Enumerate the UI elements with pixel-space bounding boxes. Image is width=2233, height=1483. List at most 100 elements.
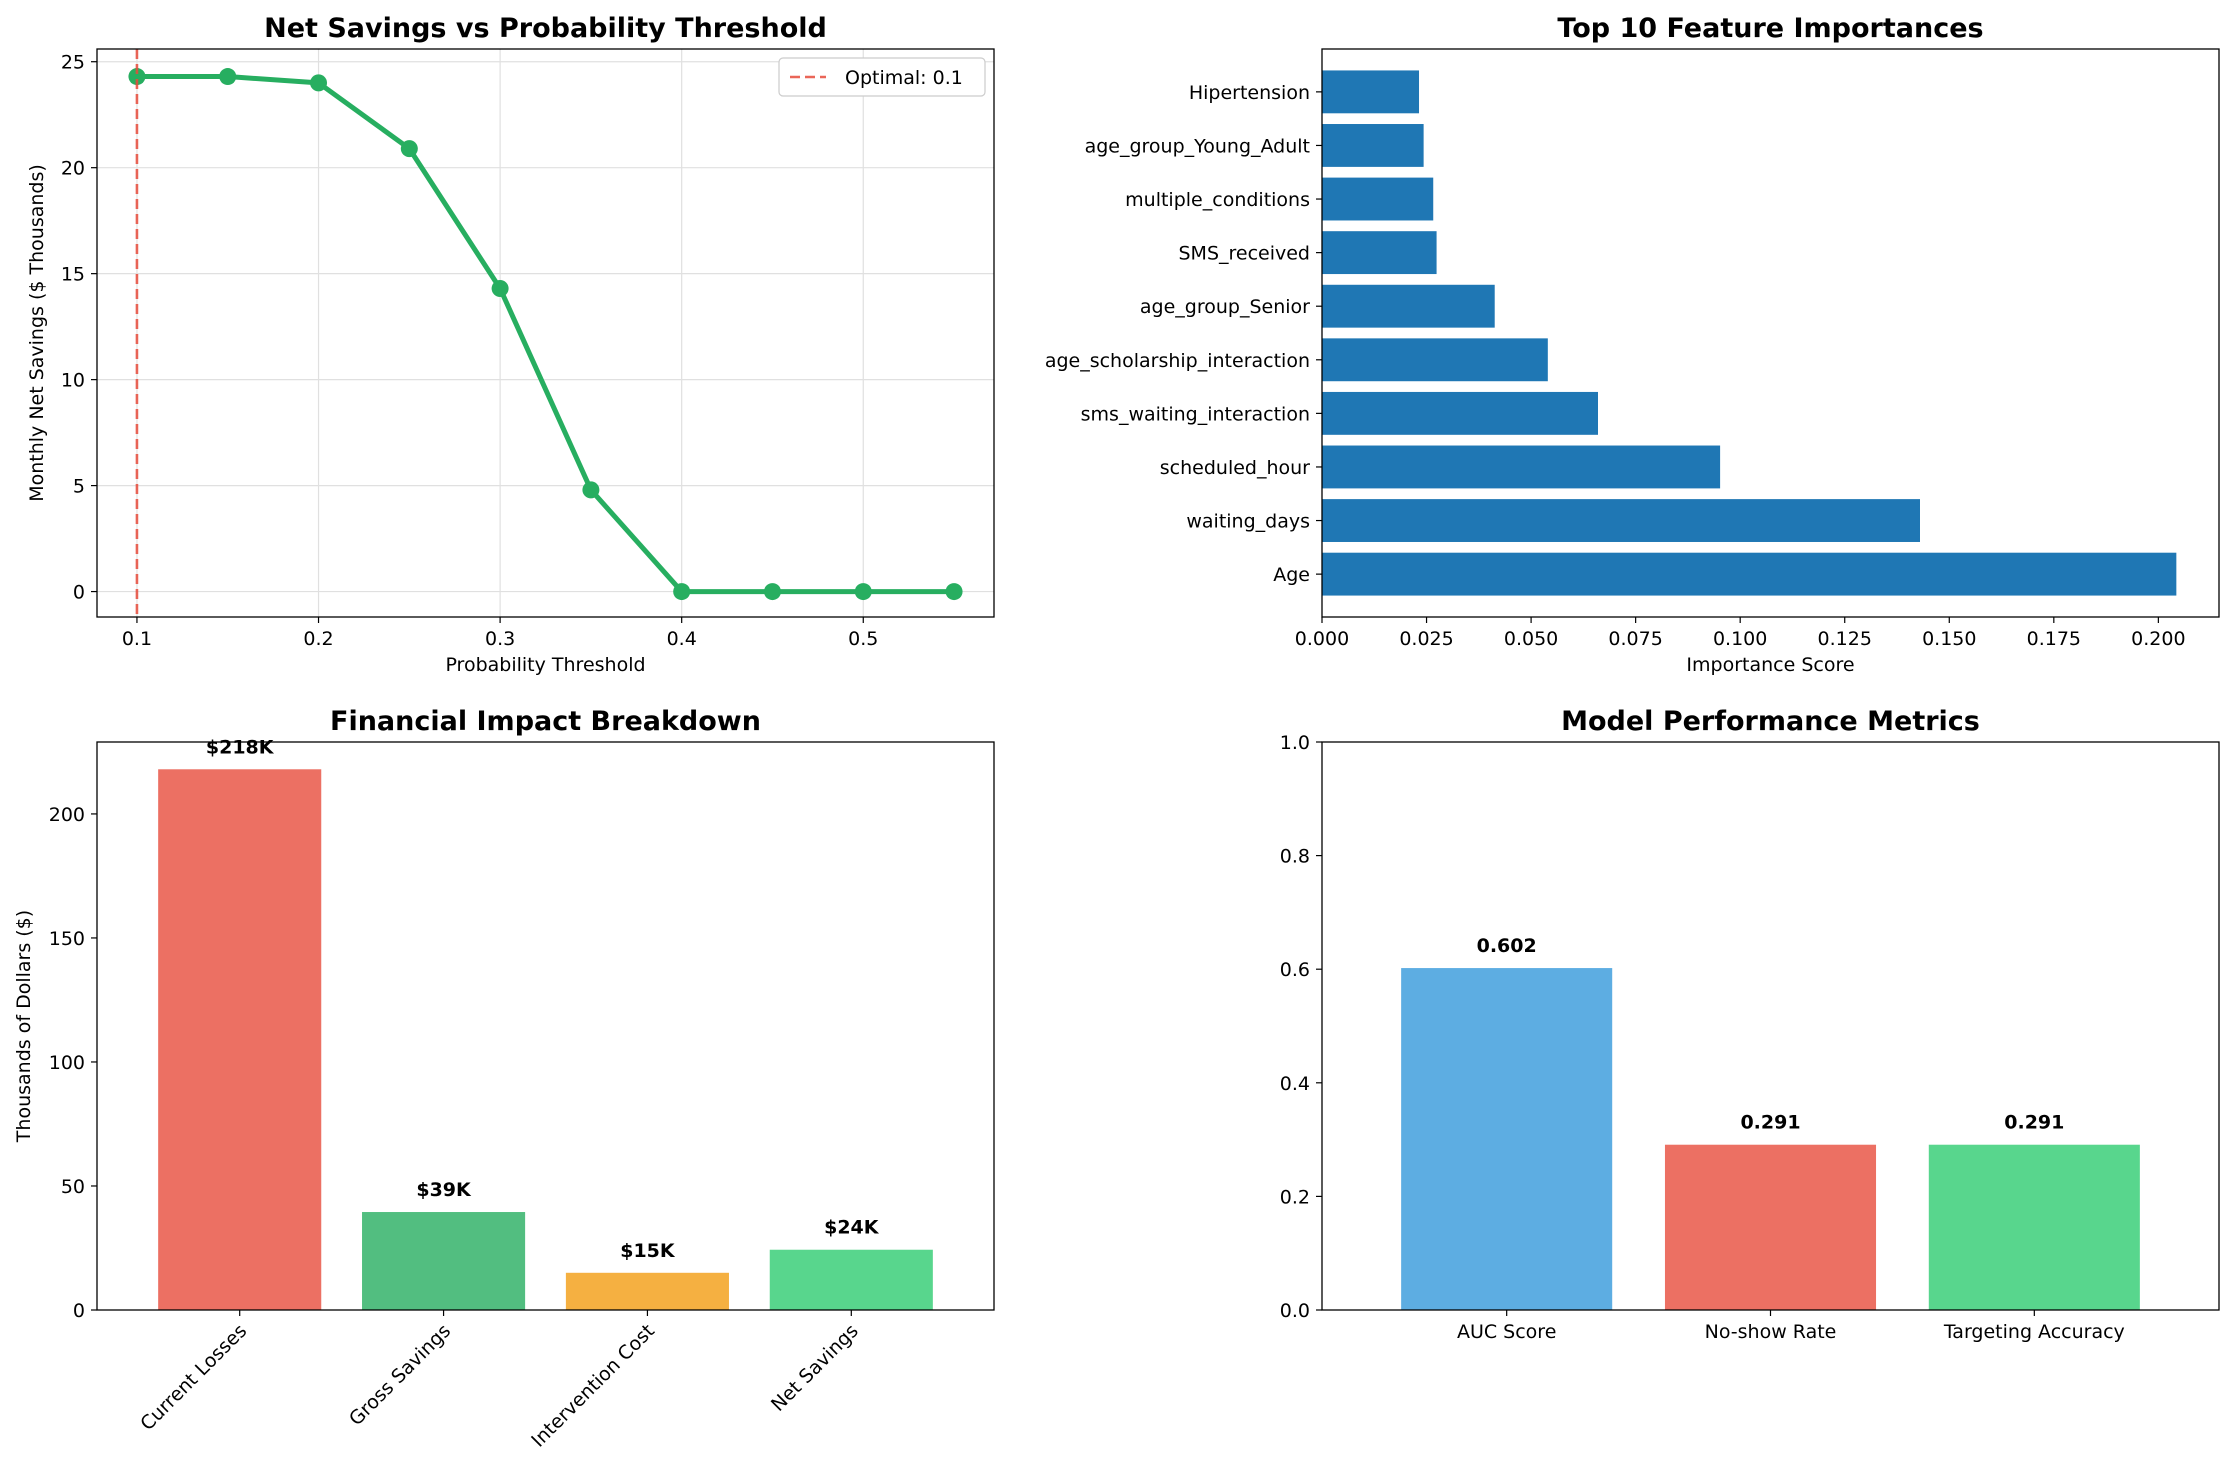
bar	[1322, 70, 1420, 114]
data-label: $24K	[824, 1217, 880, 1239]
data-label: $15K	[620, 1240, 676, 1262]
y-axis-label: Monthly Net Savings ($ Thousands)	[26, 164, 48, 502]
chart4-title: Model Performance Metrics	[1561, 706, 1980, 737]
data-point	[582, 481, 600, 499]
data-label: $218K	[206, 736, 275, 758]
bar	[158, 769, 322, 1310]
x-tick-label: Gross Savings	[345, 1320, 455, 1430]
bar	[1322, 177, 1434, 221]
y-tick-label: age_scholarship_interaction	[1045, 350, 1310, 372]
legend: Optimal: 0.1	[778, 57, 986, 97]
data-point	[763, 583, 781, 601]
bar	[1322, 445, 1721, 489]
y-tick-label: 10	[61, 370, 85, 392]
x-tick-label: 0.2	[303, 628, 333, 650]
chart1-frame	[96, 48, 995, 618]
chart3-frame	[96, 741, 995, 1311]
bar	[362, 1212, 526, 1310]
data-point	[219, 68, 237, 86]
chart2-title: Top 10 Feature Importances	[1557, 13, 1983, 44]
x-tick-label: 0.025	[1399, 628, 1453, 650]
chart2-frame	[1321, 48, 2220, 618]
bar	[565, 1272, 729, 1310]
x-tick-label: AUC Score	[1457, 1321, 1556, 1343]
chart-financial-impact: $218K $39K $15K $24K Current Losses Gross Sav…	[13, 706, 995, 1452]
x-tick-label: 0.125	[1818, 628, 1872, 650]
bar	[1322, 231, 1437, 275]
y-tick-label: 0	[73, 582, 85, 604]
bar	[1322, 284, 1495, 328]
x-tick-label: 0.200	[2131, 628, 2185, 650]
data-label: 0.602	[1477, 935, 1537, 957]
data-point	[310, 74, 328, 92]
y-tick-label: 150	[49, 928, 85, 950]
y-tick-label: 20	[61, 158, 85, 180]
bar	[1664, 1144, 1877, 1310]
y-tick-label: sms_waiting_interaction	[1081, 403, 1310, 425]
x-tick-label: Intervention Cost	[527, 1320, 659, 1452]
y-tick-label: scheduled_hour	[1160, 457, 1310, 479]
x-tick-label: Targeting Accuracy	[1943, 1321, 2125, 1343]
y-tick-label: 50	[61, 1176, 85, 1198]
y-tick-label: 0.2	[1280, 1186, 1310, 1208]
x-tick-label: No-show Rate	[1705, 1321, 1837, 1343]
x-tick-label: 0.4	[667, 628, 697, 650]
data-point	[673, 583, 691, 601]
y-tick-label: 0.8	[1280, 846, 1310, 868]
y-tick-label: 200	[49, 804, 85, 826]
data-point	[854, 583, 872, 601]
chart1-title: Net Savings vs Probability Threshold	[264, 13, 827, 44]
x-tick-label: 0.100	[1713, 628, 1767, 650]
y-axis-label: Thousands of Dollars ($)	[13, 910, 35, 1143]
x-tick-label: 0.5	[848, 628, 878, 650]
series-line	[136, 74, 955, 595]
chart-model-performance: 0.602 0.291 0.291 AUC Score No-show Rate Targ…	[1280, 706, 2220, 1343]
data-label: $39K	[416, 1179, 472, 1201]
bar	[1322, 338, 1548, 382]
y-tick-label: 100	[49, 1052, 85, 1074]
y-tick-label: 0	[73, 1300, 85, 1322]
legend-box	[778, 57, 986, 97]
data-point	[945, 583, 963, 601]
y-tick-label: 0.0	[1280, 1300, 1310, 1322]
data-point	[491, 279, 509, 297]
legend-label: Optimal: 0.1	[845, 67, 963, 89]
y-tick-label: 0.4	[1280, 1073, 1310, 1095]
y-tick-label: 1.0	[1280, 732, 1310, 754]
x-tick-label: 0.1	[122, 628, 152, 650]
x-axis-label: Importance Score	[1686, 654, 1854, 676]
bar	[1322, 552, 2177, 596]
y-tick-label: 25	[61, 52, 85, 74]
bar	[1401, 968, 1613, 1310]
y-tick-label: multiple_conditions	[1125, 189, 1310, 211]
x-tick-label: 0.150	[1922, 628, 1976, 650]
y-tick-label: Hipertension	[1189, 82, 1310, 104]
y-tick-label: SMS_received	[1178, 243, 1310, 265]
x-tick-label: 0.175	[2027, 628, 2081, 650]
x-tick-label: 0.050	[1504, 628, 1558, 650]
y-tick-label: Age	[1273, 564, 1310, 586]
y-tick-label: 5	[73, 476, 85, 498]
y-tick-label: 15	[61, 264, 85, 286]
bar	[769, 1249, 933, 1310]
data-point	[128, 68, 146, 86]
y-tick-label: 0.6	[1280, 959, 1310, 981]
x-tick-label: Current Losses	[136, 1320, 251, 1435]
data-label: 0.291	[2004, 1112, 2064, 1134]
y-tick-label: age_group_Young_Adult	[1085, 135, 1310, 157]
bar	[1322, 124, 1424, 167]
y-tick-label: age_group_Senior	[1140, 296, 1310, 318]
x-tick-label: 0.075	[1608, 628, 1662, 650]
chart-feature-importances: Age waiting_days scheduled_hour sms_waiting…	[1045, 13, 2220, 676]
x-axis-label: Probability Threshold	[445, 654, 645, 676]
chart3-title: Financial Impact Breakdown	[330, 706, 761, 737]
x-tick-label: 0.3	[485, 628, 515, 650]
x-tick-label: Net Savings	[767, 1320, 863, 1416]
chart-net-savings: 0.1 0.2 0.3 0.4 0.5 0 5 10 15 20 25 Probability Thr…	[26, 13, 995, 676]
bar	[1928, 1144, 2140, 1310]
data-label: 0.291	[1740, 1112, 1800, 1134]
bar	[1322, 391, 1598, 435]
bar	[1322, 499, 1920, 542]
y-tick-label: waiting_days	[1186, 511, 1310, 533]
